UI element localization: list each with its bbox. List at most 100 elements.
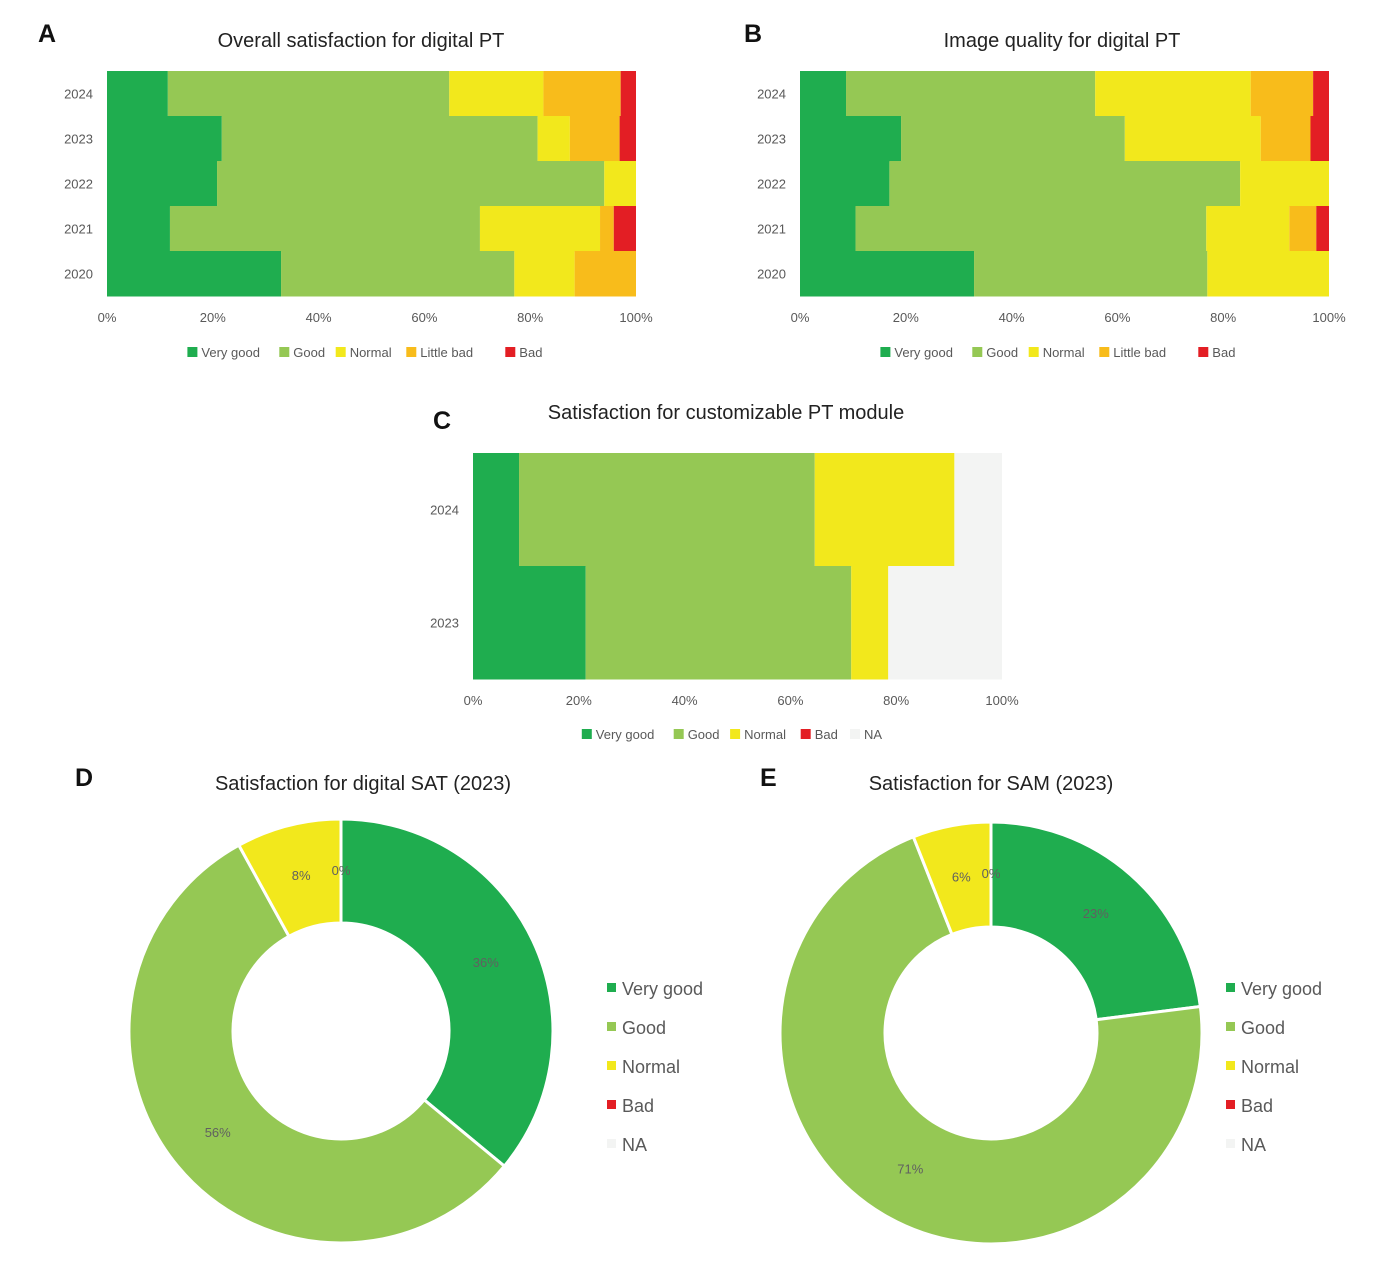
legend-swatch-a-normal bbox=[335, 347, 346, 357]
chart-a-plot: 2024 2023 2022 2021 2020 0% 20% 40% 60% 80% 100% Ve… bbox=[64, 71, 653, 360]
legend-swatch-d-bad bbox=[607, 1100, 616, 1109]
bar-c-2023-normal bbox=[851, 566, 889, 680]
chart-title-e: Satisfaction for SAM (2023) bbox=[869, 773, 1114, 795]
chart-d-donut: 36% 56% 8% 0% Very good Good Normal Bad NA bbox=[127, 817, 703, 1245]
y-tick-label-a: 2024 bbox=[64, 87, 93, 102]
x-tick-label-c: 20% bbox=[566, 693, 592, 708]
bar-c-2024-very-good bbox=[473, 453, 520, 567]
bar-a-2020-good bbox=[281, 251, 515, 297]
y-tick-label-b: 2023 bbox=[757, 132, 786, 147]
bar-c-2024-normal bbox=[814, 453, 955, 567]
x-tick-label-a: 20% bbox=[200, 310, 226, 325]
chart-title-c: Satisfaction for customizable PT module bbox=[548, 402, 904, 424]
legend-swatch-c-very-good bbox=[581, 729, 592, 739]
bar-a-2023-good bbox=[221, 116, 538, 162]
legend-label-d: Very good bbox=[622, 979, 703, 999]
legend-swatch-b-good bbox=[972, 347, 983, 357]
bar-a-2023-little-bad bbox=[569, 116, 620, 162]
x-tick-label-b: 80% bbox=[1210, 310, 1236, 325]
bar-b-2020-very-good bbox=[800, 251, 975, 297]
x-tick-label-c: 60% bbox=[777, 693, 803, 708]
bar-a-2022-very-good bbox=[107, 161, 218, 207]
bar-c-2024-good bbox=[519, 453, 815, 567]
bar-a-2023-very-good bbox=[107, 116, 222, 162]
panel-b: B Image quality for digital PT 202420232… bbox=[744, 20, 1346, 360]
bar-a-2021-good bbox=[169, 206, 480, 252]
bar-a-2021-normal bbox=[479, 206, 601, 252]
legend-label-d: Normal bbox=[622, 1057, 680, 1077]
bar-b-2020-normal bbox=[1207, 251, 1329, 297]
legend-label-e: Normal bbox=[1241, 1057, 1299, 1077]
x-tick-label-a: 40% bbox=[306, 310, 332, 325]
bar-b-2024-normal bbox=[1095, 71, 1251, 117]
legend-label-e: Good bbox=[1241, 1018, 1285, 1038]
legend-label-b: Little bad bbox=[1113, 345, 1166, 360]
x-tick-label-c: 0% bbox=[464, 693, 483, 708]
legend-swatch-c-bad bbox=[800, 729, 811, 739]
x-tick-label-c: 100% bbox=[985, 693, 1019, 708]
x-tick-label-b: 40% bbox=[999, 310, 1025, 325]
bar-b-2022-good bbox=[889, 161, 1241, 207]
y-tick-label-b: 2022 bbox=[757, 177, 786, 192]
bar-b-2023-very-good bbox=[800, 116, 902, 162]
legend-label-a: Very good bbox=[201, 345, 260, 360]
legend-swatch-e-very-good bbox=[1226, 983, 1235, 992]
legend-label-e: Very good bbox=[1241, 979, 1322, 999]
data-label-e-good: 71% bbox=[897, 1161, 923, 1176]
x-tick-label-c: 40% bbox=[672, 693, 698, 708]
data-label-d-bad: 0% bbox=[332, 863, 351, 878]
legend-swatch-e-good bbox=[1226, 1022, 1235, 1031]
legend-swatch-c-normal bbox=[730, 729, 741, 739]
chart-c-plot: 2024 2023 0% 20% 40% 60% 80% 100% Very good Good N… bbox=[430, 453, 1019, 742]
legend-label-b: Good bbox=[986, 345, 1018, 360]
bar-b-2024-very-good bbox=[800, 71, 847, 117]
bar-a-2021-very-good bbox=[107, 206, 170, 252]
panel-label-e: E bbox=[760, 764, 777, 792]
bar-b-2020-good bbox=[974, 251, 1208, 297]
legend-label-a: Little bad bbox=[420, 345, 473, 360]
y-tick-label-c: 2024 bbox=[430, 503, 459, 518]
slice-d-very-good bbox=[339, 817, 555, 1169]
bar-a-2022-good bbox=[217, 161, 605, 207]
panel-c: C Satisfaction for customizable PT modul… bbox=[430, 402, 1019, 742]
legend-swatch-b-bad bbox=[1198, 347, 1209, 357]
data-label-e-very-good: 23% bbox=[1083, 906, 1109, 921]
chart-title-b: Image quality for digital PT bbox=[944, 30, 1181, 52]
bar-b-2021-normal bbox=[1206, 206, 1290, 252]
legend-label-d: NA bbox=[622, 1135, 647, 1155]
bar-b-2021-very-good bbox=[800, 206, 856, 252]
slice-d-normal bbox=[236, 817, 343, 939]
x-tick-label-a: 80% bbox=[517, 310, 543, 325]
bar-b-2021-good bbox=[855, 206, 1207, 252]
bar-b-2023-bad bbox=[1310, 116, 1329, 162]
legend-label-b: Bad bbox=[1212, 345, 1235, 360]
x-tick-label-a: 60% bbox=[411, 310, 437, 325]
bar-a-2023-normal bbox=[537, 116, 570, 162]
legend-swatch-e-na bbox=[1226, 1139, 1235, 1148]
data-label-d-good: 56% bbox=[205, 1125, 231, 1140]
legend-label-c: Normal bbox=[744, 727, 786, 742]
legend-swatch-d-normal bbox=[607, 1061, 616, 1070]
bar-b-2021-bad bbox=[1316, 206, 1329, 252]
legend-label-b: Normal bbox=[1043, 345, 1085, 360]
legend-label-c: NA bbox=[864, 727, 882, 742]
bar-a-2024-very-good bbox=[107, 71, 168, 117]
bar-a-2020-normal bbox=[514, 251, 575, 297]
bar-a-2020-very-good bbox=[107, 251, 282, 297]
legend-swatch-a-little-bad bbox=[406, 347, 417, 357]
chart-title-a: Overall satisfaction for digital PT bbox=[218, 30, 505, 52]
bar-a-2020-little-bad bbox=[574, 251, 636, 297]
data-label-d-normal: 8% bbox=[292, 868, 311, 883]
bar-a-2024-bad bbox=[620, 71, 636, 117]
legend-label-e: Bad bbox=[1241, 1096, 1273, 1116]
legend-swatch-d-na bbox=[607, 1139, 616, 1148]
panel-label-d: D bbox=[75, 764, 93, 792]
legend-swatch-d-good bbox=[607, 1022, 616, 1031]
bar-b-2024-bad bbox=[1313, 71, 1329, 117]
legend-swatch-c-na bbox=[850, 729, 860, 739]
legend-swatch-b-little-bad bbox=[1099, 347, 1110, 357]
y-tick-label-b: 2024 bbox=[757, 87, 786, 102]
x-tick-label-c: 80% bbox=[883, 693, 909, 708]
panel-a: A Overall satisfaction for digital PT 20… bbox=[38, 20, 653, 360]
